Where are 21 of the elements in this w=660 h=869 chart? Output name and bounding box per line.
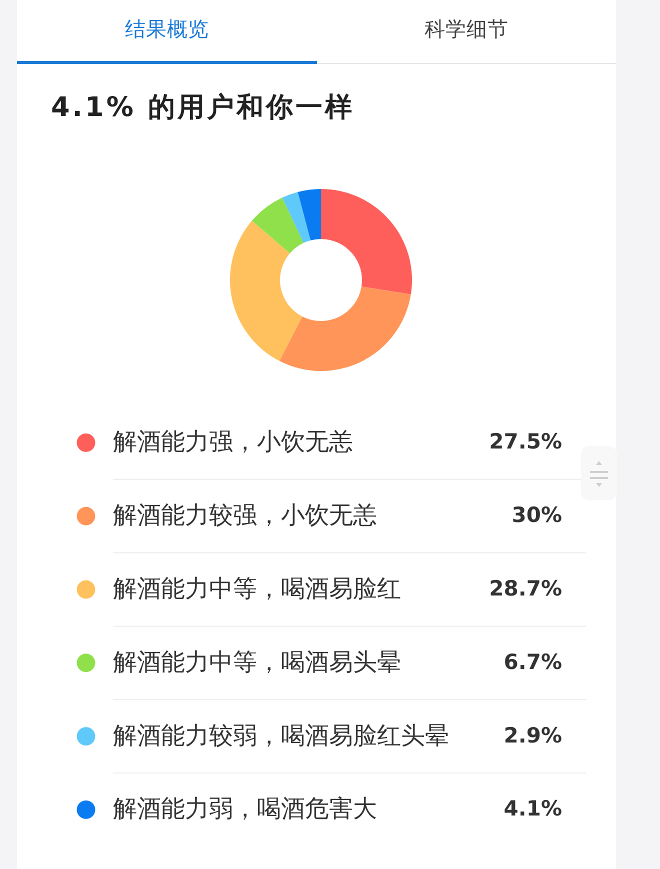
donut-slice — [321, 189, 412, 294]
donut-slice — [252, 198, 304, 254]
legend-label: 解酒能力强，小饮无恙 — [113, 428, 353, 456]
legend-label: 解酒能力较弱，喝酒易脸红头晕 — [113, 721, 449, 750]
chart-title: 4.1% 的用户和你一样 — [51, 92, 354, 124]
legend-label: 解酒能力较强，小饮无恙 — [113, 501, 377, 530]
data-label: 28.7% — [489, 576, 562, 600]
donut-slice — [230, 220, 302, 361]
data-label: 6.7% — [504, 650, 562, 674]
donut-slice — [282, 192, 311, 243]
text: 科学细节 — [424, 16, 508, 42]
data-label: 2.9% — [504, 723, 562, 748]
donut-slice — [298, 189, 321, 240]
data-label: 30% — [512, 503, 562, 528]
data-label: 4.1% — [504, 796, 562, 821]
donut-slice — [279, 286, 411, 371]
legend-label: 解酒能力中等，喝酒易脸红 — [113, 574, 401, 602]
data-label: 27.5% — [489, 430, 562, 454]
legend-label: 解酒能力弱，喝酒危害大 — [113, 794, 377, 823]
legend-label: 解酒能力中等，喝酒易头晕 — [113, 648, 401, 676]
text: 结果概览 — [124, 16, 209, 42]
